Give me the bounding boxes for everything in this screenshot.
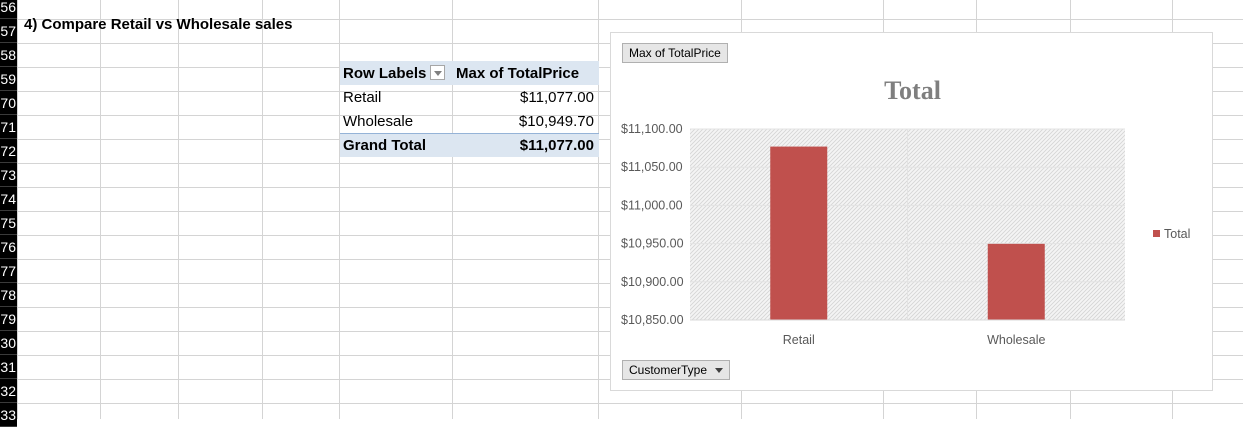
row-header[interactable]: 30 [0, 331, 17, 355]
pivot-chart[interactable]: $11,100.00 $11,050.00 $11,000.00 $10,950.00… [610, 32, 1213, 391]
y-tick-label: $11,100.00 [621, 122, 683, 136]
chart-plot: $11,100.00 $11,050.00 $11,000.00 $10,950.00… [621, 122, 1125, 347]
chart-legend: Total [1153, 227, 1190, 241]
pivot-value-header[interactable]: Max of TotalPrice [456, 65, 580, 82]
row-header[interactable]: 73 [0, 163, 17, 187]
section-title[interactable]: 4) Compare Retail vs Wholesale sales [24, 16, 293, 33]
y-tick-label: $10,950.00 [621, 237, 684, 251]
y-tick-label: $11,050.00 [621, 160, 683, 174]
row-header[interactable]: 56 [0, 0, 17, 19]
row-header[interactable]: 77 [0, 259, 17, 283]
x-tick-label: Retail [783, 333, 815, 347]
row-header[interactable]: 33 [0, 403, 17, 427]
pivot-row-value[interactable]: $11,077.00 [520, 89, 594, 106]
bar[interactable] [770, 146, 828, 320]
value-field-button[interactable]: Max of TotalPrice [622, 43, 728, 63]
row-header[interactable]: 59 [0, 67, 17, 91]
axis-field-button[interactable]: CustomerType [622, 360, 731, 380]
row-header[interactable]: 70 [0, 91, 17, 115]
row-header[interactable]: 74 [0, 187, 17, 211]
row-header[interactable]: 58 [0, 43, 17, 67]
row-header[interactable]: 75 [0, 211, 17, 235]
chart-title: Total [884, 76, 941, 105]
x-tick-label: Wholesale [987, 333, 1045, 347]
bar[interactable] [987, 243, 1045, 320]
axis-field-label: CustomerType [629, 363, 708, 377]
pivot-row-value[interactable]: $10,949.70 [518, 113, 594, 130]
row-header[interactable]: 71 [0, 115, 17, 139]
row-header[interactable]: 31 [0, 355, 17, 379]
row-header[interactable]: 76 [0, 235, 17, 259]
y-tick-label: $10,900.00 [621, 275, 684, 289]
chevron-down-icon [715, 368, 724, 373]
pivot-row-label[interactable]: Retail [343, 89, 382, 106]
pivot-row-label[interactable]: Wholesale [343, 113, 414, 130]
row-header[interactable]: 79 [0, 307, 17, 331]
pivot-header-band [340, 61, 599, 85]
legend-label: Total [1164, 227, 1191, 241]
legend-swatch [1153, 230, 1160, 237]
y-tick-label: $10,850.00 [621, 313, 684, 327]
row-header[interactable]: 57 [0, 19, 17, 43]
y-tick-label: $11,000.00 [621, 198, 683, 212]
row-header[interactable]: 72 [0, 139, 17, 163]
pivot-grand-total-label[interactable]: Grand Total [343, 137, 427, 154]
pivot-row-labels-header[interactable]: Row Labels [343, 65, 427, 82]
pivot-total-band [340, 133, 599, 157]
pivot-grand-total-value[interactable]: $11,077.00 [519, 137, 594, 154]
row-header[interactable]: 78 [0, 283, 17, 307]
row-header[interactable]: 32 [0, 379, 17, 403]
row-labels-filter-dropdown-icon[interactable] [430, 65, 445, 80]
